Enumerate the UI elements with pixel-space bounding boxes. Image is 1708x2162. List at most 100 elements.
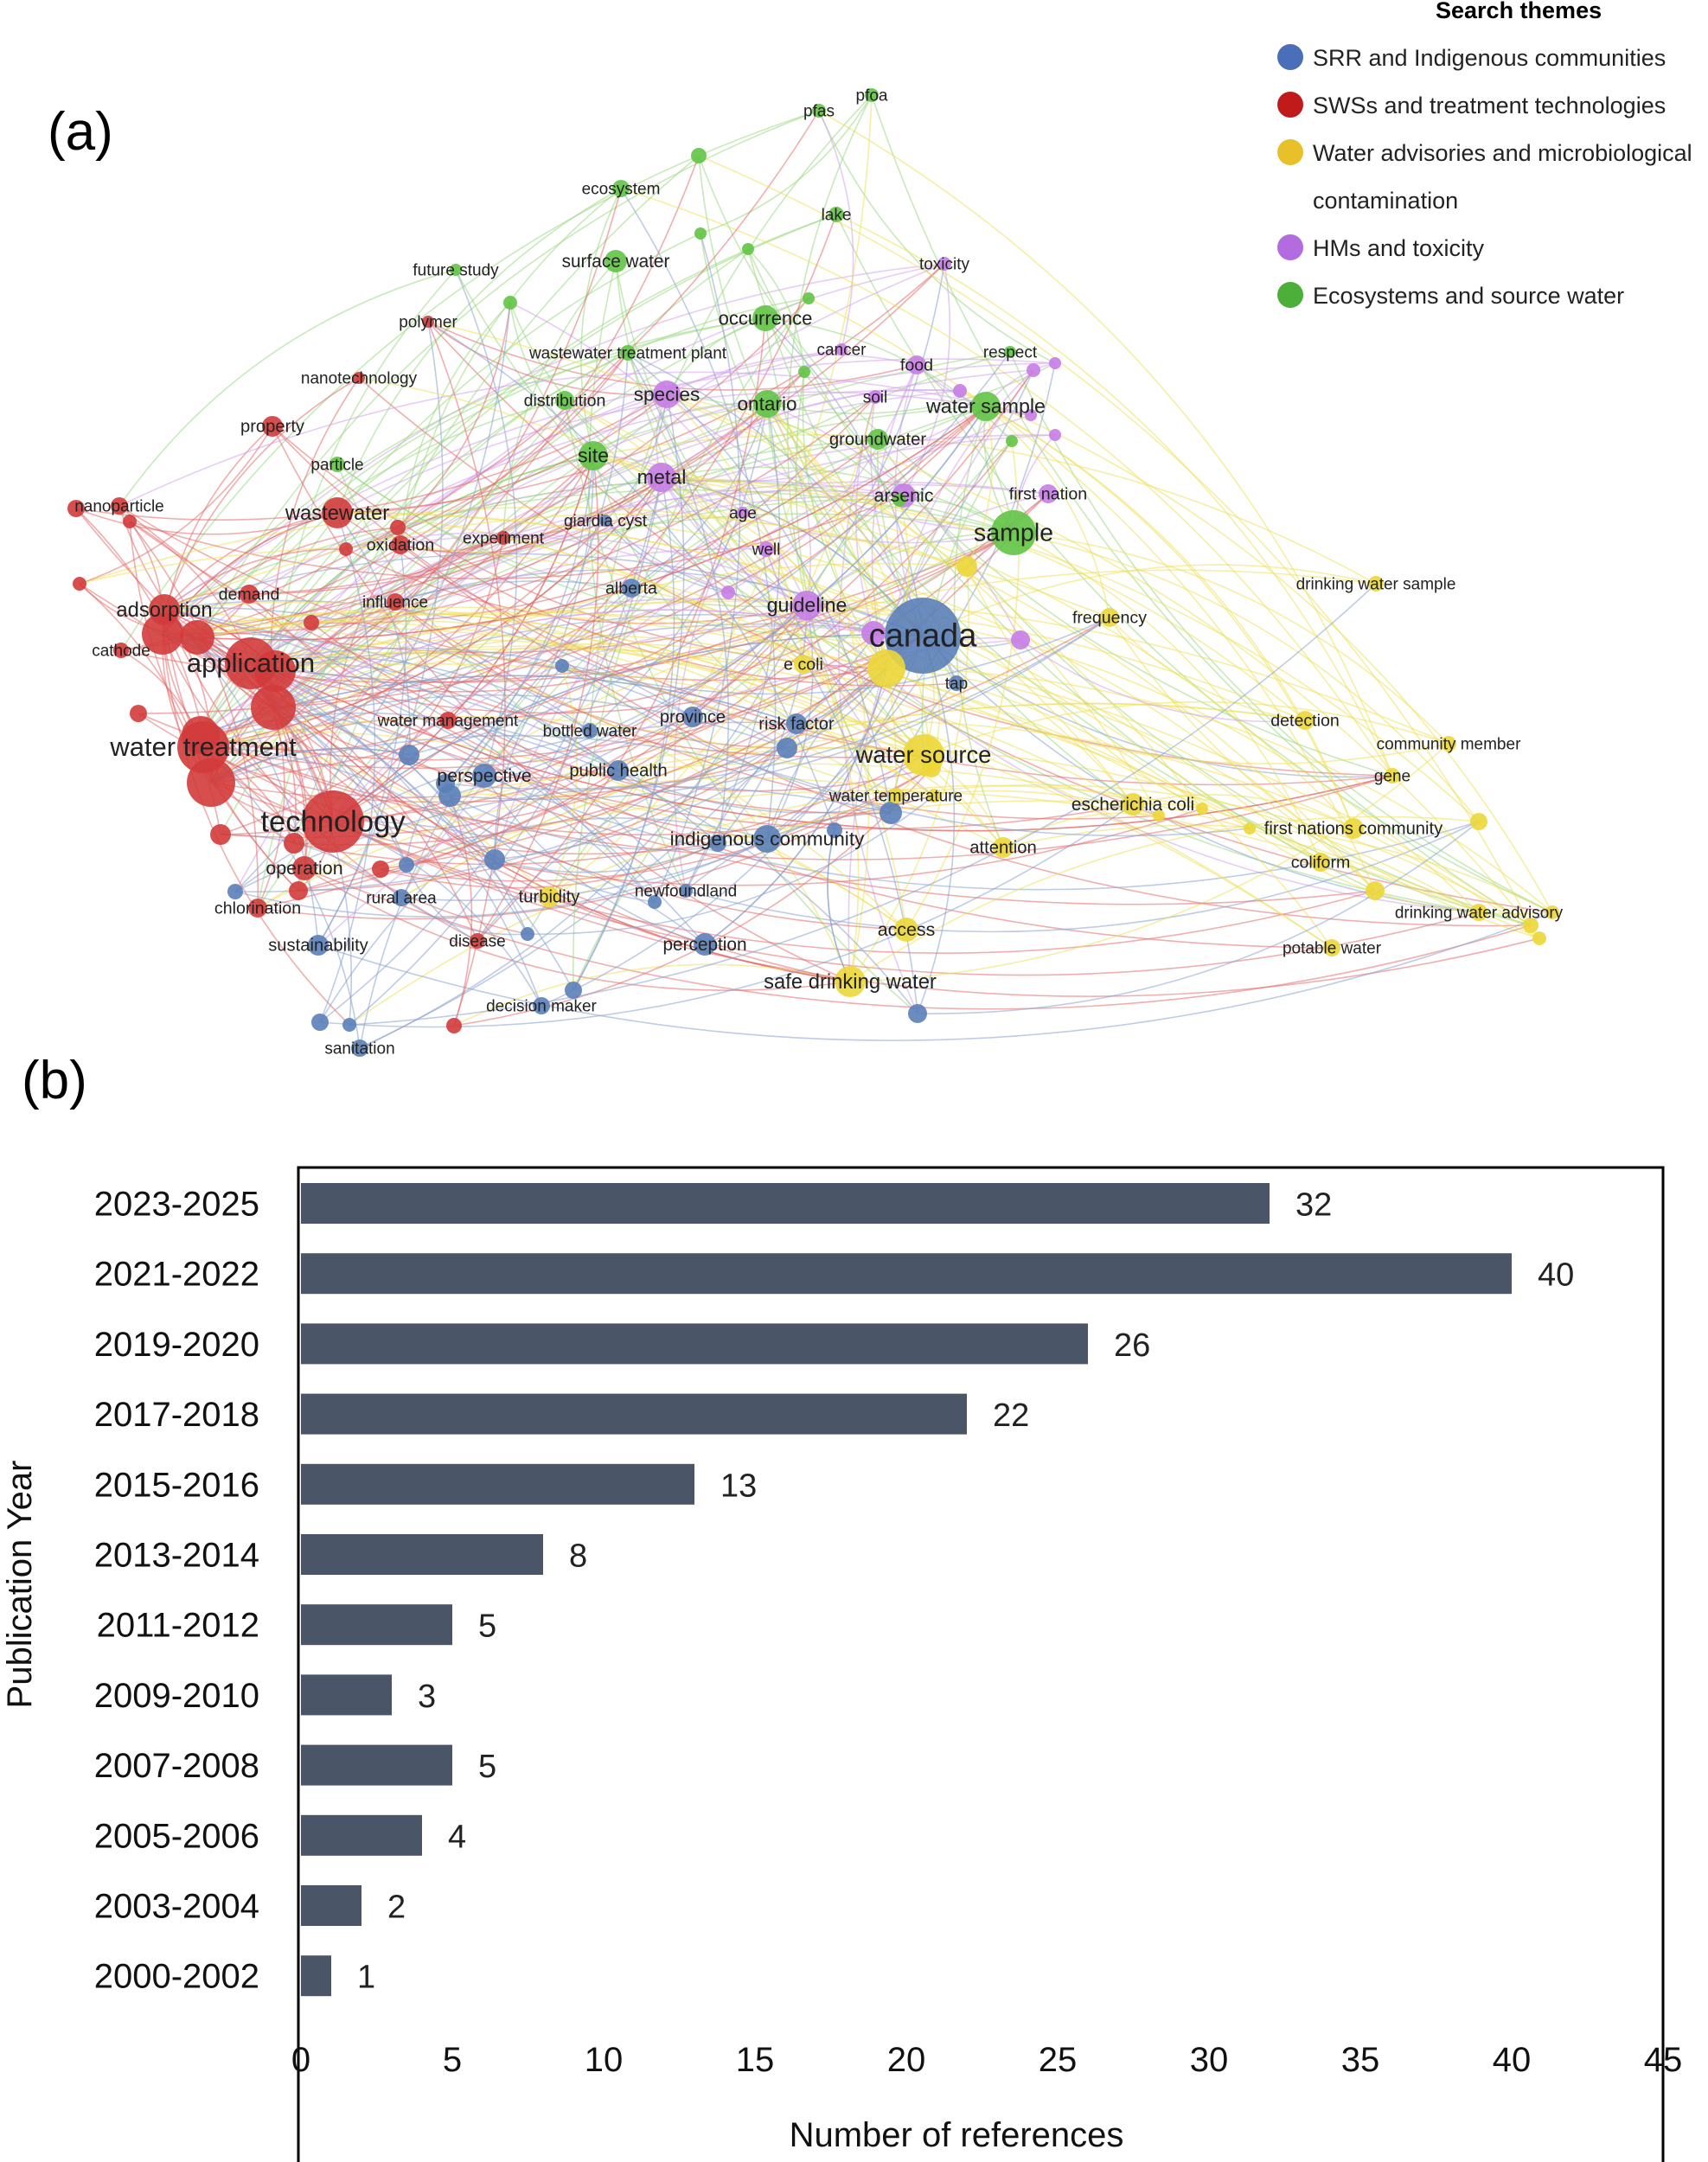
keyword-label: wastewater treatment plant [528, 344, 727, 362]
keyword-node [248, 899, 267, 918]
keyword-node [647, 463, 676, 492]
network-node [142, 613, 183, 655]
network-edge [332, 821, 1376, 954]
network-edge [453, 963, 851, 1027]
bar [301, 1183, 1270, 1224]
keyword-label: province [660, 708, 726, 727]
bar-value-label: 2 [387, 1890, 406, 1926]
keyword-label: occurrence [719, 307, 813, 329]
network-edge [162, 527, 399, 635]
keyword-node [579, 441, 608, 470]
keyword-label: polymer [399, 313, 457, 331]
keyword-label: technology [260, 805, 406, 838]
network-node [861, 621, 886, 645]
keyword-label: ecosystem [582, 180, 661, 198]
network-edge [310, 622, 892, 815]
keyword-label: surface water [562, 252, 670, 272]
keyword-node [149, 594, 180, 625]
bar-value-label: 5 [478, 1749, 496, 1785]
legend-swatch-blue [1277, 44, 1303, 70]
network-edge [698, 155, 1532, 926]
network-edge [400, 188, 622, 546]
network-node [123, 515, 137, 528]
network-node [180, 620, 214, 655]
legend-swatch-green [1277, 282, 1303, 308]
network-edge [449, 795, 656, 903]
network-edge [477, 317, 766, 942]
network-edge [349, 583, 1377, 1026]
network-edge [617, 746, 1480, 913]
network-node [1470, 813, 1487, 830]
network-edge [163, 601, 935, 796]
keyword-label: sustainability [268, 937, 368, 956]
keyword-node [1039, 484, 1058, 503]
network-edge [118, 269, 457, 507]
keyword-node [608, 760, 629, 781]
keyword-label: oxidation [367, 535, 434, 554]
keyword-label: perception [662, 935, 746, 955]
network-edge [427, 321, 1553, 913]
keyword-label: nanoparticle [74, 497, 164, 515]
keyword-node [828, 207, 844, 222]
network-edge [408, 351, 1011, 756]
keyword-label: groundwater [829, 431, 927, 450]
x-tick-label: 0 [291, 2041, 310, 2079]
legend-label-yellow: contamination [1313, 188, 1458, 214]
network-edge [400, 897, 528, 936]
keyword-node [1441, 736, 1456, 752]
network-edge [297, 248, 749, 892]
network-edge [685, 812, 892, 892]
network-edge [818, 110, 1393, 777]
network-edge [319, 512, 376, 1023]
keyword-label: lake [822, 206, 852, 224]
network-edge [447, 720, 918, 1014]
keyword-label: age [729, 504, 757, 522]
keyword-label: decision maker [486, 997, 597, 1015]
keyword-node [308, 935, 329, 956]
network-edge [661, 477, 1480, 822]
network-edge [210, 188, 622, 784]
network-node [182, 716, 220, 754]
bar-value-label: 40 [1538, 1257, 1574, 1294]
network-edge [397, 302, 511, 528]
x-tick-label: 45 [1644, 2041, 1683, 2079]
bar-value-label: 5 [478, 1609, 496, 1645]
keyword-label: pfas [803, 102, 835, 120]
network-edge [620, 188, 1393, 777]
bar [301, 1604, 452, 1646]
keyword-label: water source [855, 741, 992, 768]
network-node [1025, 409, 1037, 421]
keyword-node [1323, 939, 1340, 956]
keyword-label: coliform [1291, 853, 1351, 872]
network-edge [959, 390, 1553, 913]
panel-b-label: (b) [22, 1051, 87, 1110]
network-edge [849, 816, 1480, 982]
network-edge [202, 614, 924, 748]
keyword-label: pfoa [856, 86, 888, 105]
theme-legend: Search themes SRR and Indigenous communi… [1277, 0, 1692, 309]
network-edge [120, 297, 809, 651]
keyword-node [868, 390, 882, 404]
keyword-label: potable water [1283, 939, 1382, 957]
keyword-label: soil [863, 388, 888, 406]
network-edge [210, 747, 410, 784]
network-edge [310, 438, 879, 624]
keyword-label: respect [983, 343, 1038, 361]
bar [301, 1463, 694, 1505]
network-edge [871, 94, 1532, 926]
network-edge [818, 110, 854, 350]
network-edge [922, 564, 1377, 636]
keyword-label: cathode [92, 642, 150, 660]
network-node [446, 1018, 462, 1033]
network-edge [163, 377, 360, 611]
network-edge [445, 617, 1110, 790]
y-tick-label: 2011-2012 [97, 1607, 259, 1645]
network-node [187, 758, 235, 807]
network-edge [336, 512, 411, 756]
keyword-label: risk factor [758, 715, 835, 734]
legend-swatch-purple [1277, 234, 1303, 260]
keyword-label: indigenous community [670, 828, 866, 849]
network-edge [917, 635, 956, 1014]
x-axis-ticks: 0 5 10 15 20 25 30 35 40 45 [291, 2041, 1682, 2079]
